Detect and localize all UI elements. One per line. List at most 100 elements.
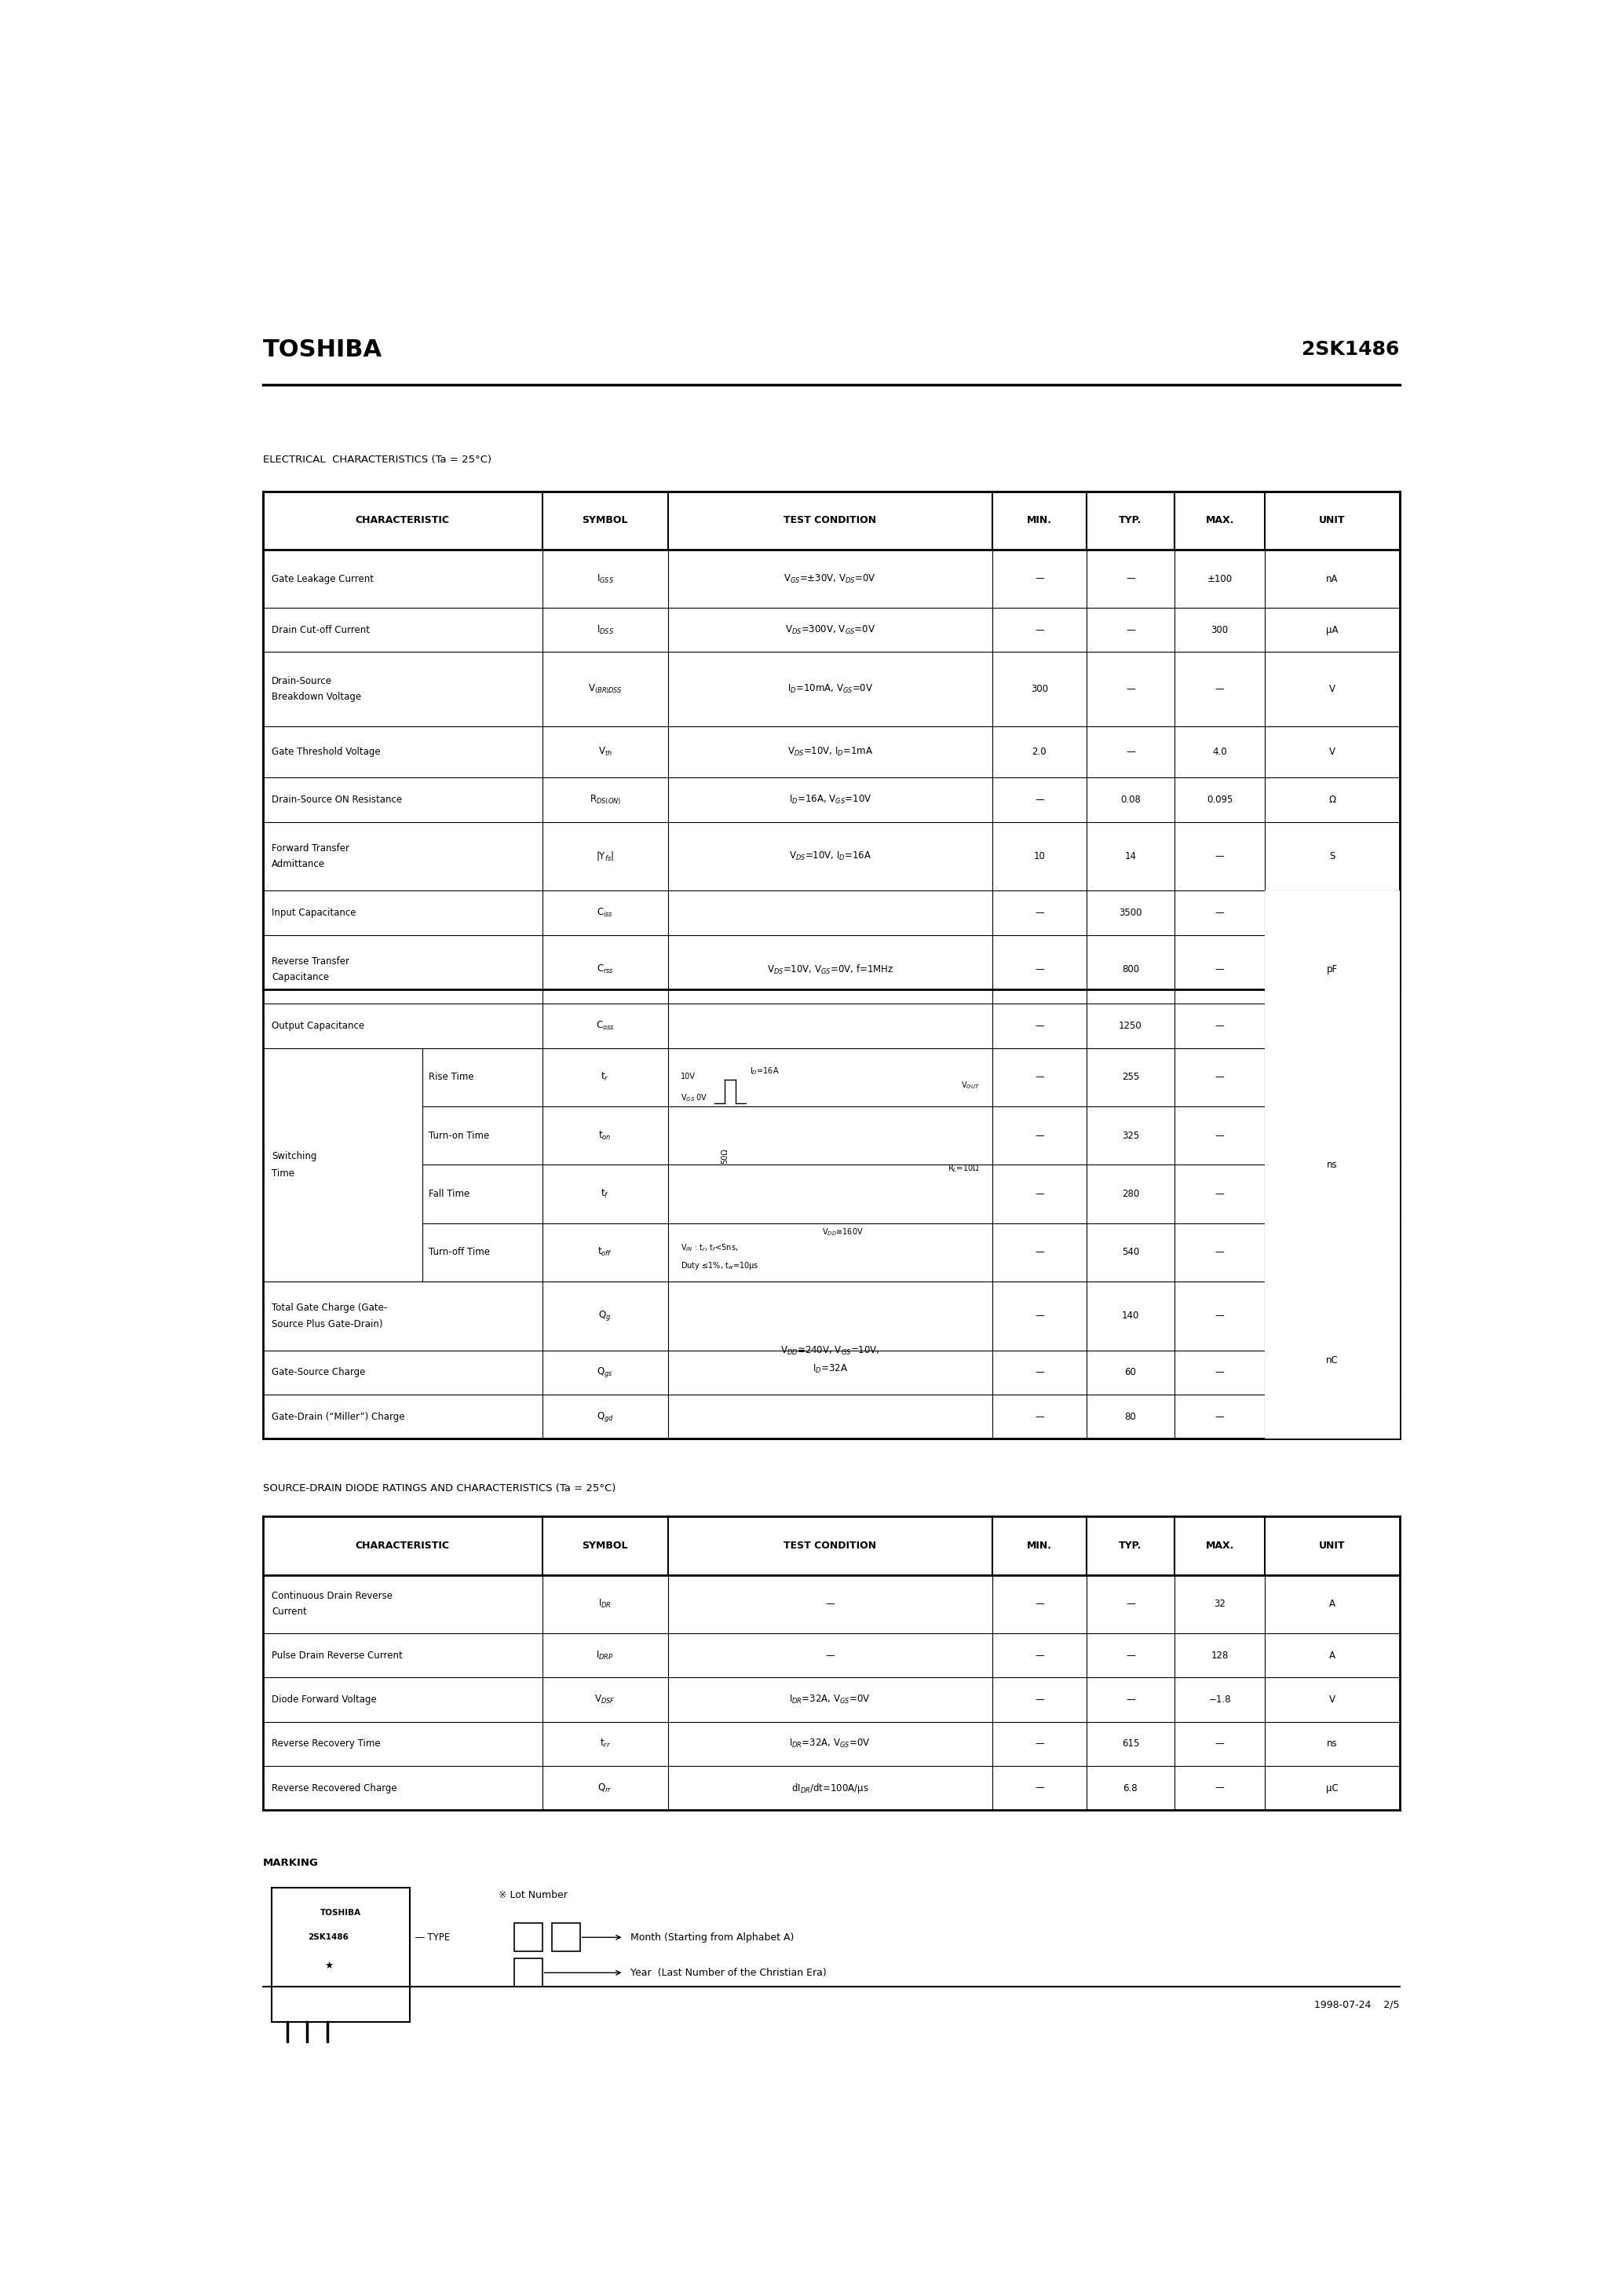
Text: V: V (1328, 684, 1335, 693)
Text: A: A (1328, 1651, 1335, 1660)
Text: TEST CONDITION: TEST CONDITION (783, 514, 876, 526)
Text: 300: 300 (1030, 684, 1048, 693)
Text: C$_{oss}$: C$_{oss}$ (595, 1019, 615, 1031)
Text: 14: 14 (1124, 852, 1137, 861)
Text: ― TYPE: ― TYPE (415, 1933, 449, 1942)
Text: 1250: 1250 (1119, 1022, 1142, 1031)
Text: —: — (1215, 1247, 1225, 1258)
Text: t$_{rr}$: t$_{rr}$ (600, 1738, 610, 1750)
Text: —: — (1215, 964, 1225, 974)
Text: V$_{OUT}$: V$_{OUT}$ (960, 1079, 980, 1091)
Text: CHARACTERISTIC: CHARACTERISTIC (355, 514, 449, 526)
Text: Reverse Recovery Time: Reverse Recovery Time (272, 1738, 381, 1750)
Text: —: — (1035, 1598, 1045, 1609)
Text: —: — (1126, 1651, 1135, 1660)
Text: Drain-Source ON Resistance: Drain-Source ON Resistance (272, 794, 402, 806)
Text: V$_{DSF}$: V$_{DSF}$ (595, 1694, 615, 1706)
Text: —: — (1126, 1598, 1135, 1609)
Text: 0.095: 0.095 (1207, 794, 1233, 806)
Text: 800: 800 (1122, 964, 1139, 974)
Text: UNIT: UNIT (1319, 1541, 1345, 1550)
Text: UNIT: UNIT (1319, 514, 1345, 526)
Text: Duty ≤1%, t$_{w}$=10μs: Duty ≤1%, t$_{w}$=10μs (681, 1261, 759, 1272)
Text: Switching: Switching (272, 1150, 316, 1162)
Text: —: — (1215, 1022, 1225, 1031)
Text: Diode Forward Voltage: Diode Forward Voltage (272, 1694, 376, 1704)
Text: Gate Threshold Voltage: Gate Threshold Voltage (272, 746, 381, 758)
Text: V: V (1328, 1694, 1335, 1704)
Text: —: — (1215, 852, 1225, 861)
Text: I$_{D}$=16A, V$_{GS}$=10V: I$_{D}$=16A, V$_{GS}$=10V (788, 794, 871, 806)
Text: μA: μA (1327, 625, 1338, 636)
Text: C$_{iss}$: C$_{iss}$ (597, 907, 613, 918)
Text: Q$_{gd}$: Q$_{gd}$ (597, 1410, 613, 1424)
Text: Total Gate Charge (Gate-: Total Gate Charge (Gate- (272, 1302, 388, 1313)
Text: S: S (1330, 852, 1335, 861)
Text: V$_{GS}$=±30V, V$_{DS}$=0V: V$_{GS}$=±30V, V$_{DS}$=0V (783, 572, 876, 585)
Text: Input Capacitance: Input Capacitance (272, 907, 357, 918)
Text: —: — (1035, 1412, 1045, 1421)
Text: MIN.: MIN. (1027, 1541, 1053, 1550)
Bar (1265, 891, 1400, 1047)
Text: 4.0: 4.0 (1212, 746, 1226, 758)
Text: Drain-Source: Drain-Source (272, 675, 333, 687)
Text: V$_{DS}$=10V, V$_{GS}$=0V, f=1MHz: V$_{DS}$=10V, V$_{GS}$=0V, f=1MHz (767, 962, 894, 976)
Text: ±100: ±100 (1207, 574, 1233, 583)
Text: Year  (Last Number of the Christian Era): Year (Last Number of the Christian Era) (631, 1968, 826, 1977)
Text: —: — (1215, 1311, 1225, 1320)
Text: —: — (1126, 746, 1135, 758)
Text: —: — (1215, 1784, 1225, 1793)
Text: V$_{(BR) DSS}$: V$_{(BR) DSS}$ (587, 682, 623, 696)
Text: nC: nC (1327, 1355, 1338, 1366)
Text: I$_{D}$=10mA, V$_{GS}$=0V: I$_{D}$=10mA, V$_{GS}$=0V (787, 684, 873, 696)
Bar (514, 1924, 542, 1952)
Text: SYMBOL: SYMBOL (582, 1541, 628, 1550)
Text: —: — (1215, 1368, 1225, 1378)
Text: Reverse Recovered Charge: Reverse Recovered Charge (272, 1784, 397, 1793)
Text: 1998-07-24    2/5: 1998-07-24 2/5 (1314, 2000, 1400, 2009)
Text: 80: 80 (1124, 1412, 1137, 1421)
Text: Ω: Ω (1328, 794, 1337, 806)
Text: 10: 10 (1033, 852, 1045, 861)
Text: V$_{DD}$≅240V, V$_{GS}$=10V,: V$_{DD}$≅240V, V$_{GS}$=10V, (780, 1345, 879, 1357)
Text: —: — (1035, 1247, 1045, 1258)
Text: Breakdown Voltage: Breakdown Voltage (272, 691, 362, 703)
Text: Continuous Drain Reverse: Continuous Drain Reverse (272, 1591, 393, 1600)
Text: 50Ω: 50Ω (720, 1148, 728, 1164)
Text: TYP.: TYP. (1119, 514, 1142, 526)
Text: —: — (1035, 907, 1045, 918)
Text: MAX.: MAX. (1205, 514, 1234, 526)
Text: Current: Current (272, 1607, 307, 1616)
Text: —: — (1215, 1738, 1225, 1750)
Text: Capacitance: Capacitance (272, 971, 329, 983)
Text: A: A (1328, 1598, 1335, 1609)
Text: TEST CONDITION: TEST CONDITION (783, 1541, 876, 1550)
Text: TOSHIBA: TOSHIBA (263, 338, 383, 360)
Text: V$_{DS}$=10V, I$_{D}$=1mA: V$_{DS}$=10V, I$_{D}$=1mA (787, 746, 873, 758)
Text: I$_{D}$=32A: I$_{D}$=32A (813, 1364, 848, 1375)
Text: Time: Time (272, 1169, 295, 1178)
Text: MIN.: MIN. (1027, 514, 1053, 526)
Text: t$_{r}$: t$_{r}$ (600, 1072, 610, 1084)
Text: Gate Leakage Current: Gate Leakage Current (272, 574, 375, 583)
Text: 300: 300 (1212, 625, 1228, 636)
Text: I$_{DRP}$: I$_{DRP}$ (597, 1649, 613, 1662)
Text: I$_{DR}$: I$_{DR}$ (599, 1598, 611, 1609)
Text: I$_{D}$=16A: I$_{D}$=16A (749, 1065, 779, 1077)
Text: nA: nA (1327, 574, 1338, 583)
Text: Pulse Drain Reverse Current: Pulse Drain Reverse Current (272, 1651, 402, 1660)
Text: 2SK1486: 2SK1486 (1302, 340, 1400, 358)
Text: R$_{DS(ON)}$: R$_{DS(ON)}$ (589, 794, 621, 806)
Text: —: — (1126, 684, 1135, 693)
Text: MARKING: MARKING (263, 1857, 320, 1869)
Text: V$_{DS}$=10V, I$_{D}$=16A: V$_{DS}$=10V, I$_{D}$=16A (788, 850, 871, 863)
Text: —: — (1035, 1022, 1045, 1031)
Text: −1.8: −1.8 (1208, 1694, 1231, 1704)
Text: —: — (1035, 1072, 1045, 1081)
Text: —: — (1215, 1072, 1225, 1081)
Text: V$_{DS}$=300V, V$_{GS}$=0V: V$_{DS}$=300V, V$_{GS}$=0V (785, 625, 876, 636)
Text: Drain Cut-off Current: Drain Cut-off Current (272, 625, 370, 636)
Bar (1265, 1281, 1400, 1440)
Text: 32: 32 (1213, 1598, 1226, 1609)
Text: 2.0: 2.0 (1032, 746, 1046, 758)
